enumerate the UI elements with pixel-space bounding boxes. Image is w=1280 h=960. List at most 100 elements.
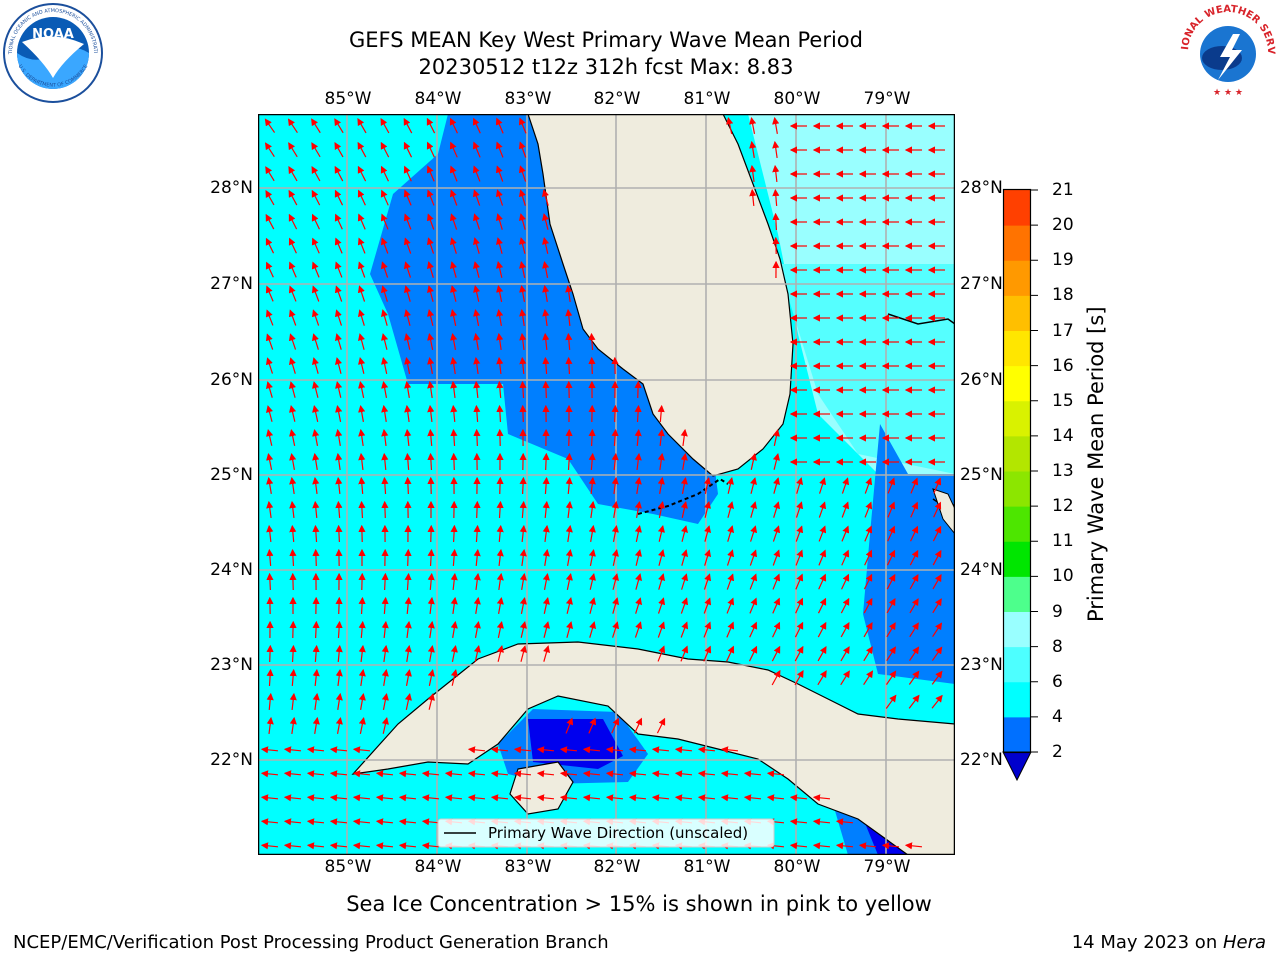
wave-arrow xyxy=(565,452,573,471)
wave-arrow xyxy=(634,549,642,566)
wave-arrow xyxy=(266,500,274,519)
wave-arrow xyxy=(289,405,297,422)
wave-arrow xyxy=(404,356,412,374)
wave-arrow xyxy=(536,746,555,754)
wave-arrow xyxy=(885,670,897,685)
wave-arrow xyxy=(518,213,526,230)
wave-arrow xyxy=(289,692,297,711)
wave-arrow xyxy=(909,549,919,566)
wave-arrow xyxy=(335,668,343,687)
wave-arrow xyxy=(381,596,389,615)
wave-arrow xyxy=(473,524,481,543)
wave-arrow xyxy=(444,794,463,802)
wave-arrow xyxy=(908,670,920,685)
wave-arrow xyxy=(329,842,348,850)
wave-arrow xyxy=(519,548,527,567)
wave-arrow xyxy=(657,597,666,614)
wave-arrow xyxy=(881,842,900,850)
wave-arrow xyxy=(357,141,367,158)
lon-label-bottom: 85°W xyxy=(324,857,372,877)
wave-arrow xyxy=(357,118,367,134)
wave-arrow xyxy=(421,794,440,802)
wave-arrow xyxy=(289,452,297,470)
wave-arrow xyxy=(909,646,920,661)
wave-arrow xyxy=(311,142,321,158)
andros-island xyxy=(932,488,955,535)
wave-arrow xyxy=(260,818,279,826)
wave-arrow xyxy=(427,404,435,423)
wave-arrow xyxy=(289,548,297,567)
wave-arrow xyxy=(266,716,274,735)
wave-arrow xyxy=(427,452,435,471)
wave-arrow xyxy=(496,548,504,567)
colorbar-segment xyxy=(1004,400,1030,437)
colorbar-tick-label: 9 xyxy=(1052,601,1063,622)
wave-arrow xyxy=(450,596,458,615)
wave-arrow xyxy=(565,308,573,327)
wave-arrow xyxy=(749,453,757,470)
wave-arrow xyxy=(427,572,435,591)
wave-arrow xyxy=(358,404,366,422)
wave-arrow xyxy=(634,404,642,423)
wave-arrow xyxy=(444,770,463,778)
wave-arrow xyxy=(541,189,549,206)
wave-arrow xyxy=(818,501,827,518)
wave-arrow xyxy=(352,818,371,826)
wave-arrow xyxy=(789,842,808,850)
wave-arrow xyxy=(496,308,504,326)
wave-arrow xyxy=(518,189,526,206)
wave-arrow xyxy=(311,309,320,326)
lon-label-bottom: 79°W xyxy=(863,857,911,877)
wave-arrow xyxy=(312,668,320,687)
wave-arrow xyxy=(910,477,919,494)
noaa-logo-text: NOAA xyxy=(32,27,74,42)
wave-arrow xyxy=(651,770,670,778)
lat-label-left: 22°N xyxy=(210,750,253,770)
wave-arrow xyxy=(381,452,389,471)
wave-arrow xyxy=(380,285,388,302)
wave-arrow xyxy=(289,381,296,398)
wave-arrow xyxy=(329,746,348,754)
wave-arrow xyxy=(334,141,344,158)
colorbar-tick-label: 20 xyxy=(1052,215,1074,236)
wave-arrow xyxy=(519,524,527,543)
lon-label-bottom: 81°W xyxy=(683,857,731,877)
wave-arrow xyxy=(352,770,371,778)
colorbar-tick-label: 12 xyxy=(1052,496,1074,517)
wave-arrow xyxy=(335,404,343,422)
wave-arrow xyxy=(863,622,873,638)
wave-arrow xyxy=(472,237,480,254)
wave-arrow xyxy=(450,285,458,302)
wave-arrow xyxy=(565,428,573,447)
wave-arrow xyxy=(288,237,297,254)
wave-arrow xyxy=(260,842,279,850)
wave-arrow xyxy=(542,452,550,471)
wave-arrow xyxy=(863,646,873,662)
wave-arrow xyxy=(932,549,942,566)
wave-arrow xyxy=(910,501,919,518)
wave-arrow xyxy=(748,645,758,662)
wave-arrow xyxy=(772,116,780,134)
colorbar-label: Primary Wave Mean Period [s] xyxy=(1084,306,1108,622)
wave-arrow xyxy=(818,573,827,590)
wave-arrow xyxy=(334,309,343,326)
wave-arrow xyxy=(864,501,873,518)
lat-label-left: 25°N xyxy=(210,465,253,485)
wave-arrow xyxy=(427,356,435,374)
wave-arrow xyxy=(335,644,343,663)
wave-arrow xyxy=(380,237,389,254)
wave-arrow xyxy=(329,818,348,826)
wave-arrow xyxy=(812,818,831,826)
wave-arrow xyxy=(311,333,319,350)
colorbar-tick-label: 2 xyxy=(1052,742,1063,762)
wave-arrow xyxy=(611,404,619,423)
wave-arrow xyxy=(519,500,527,519)
wave-arrow xyxy=(841,477,850,494)
florida-land xyxy=(527,114,794,477)
wave-arrow xyxy=(818,549,827,566)
wave-arrow xyxy=(381,333,389,350)
wave-arrow xyxy=(886,622,896,638)
wave-arrow xyxy=(772,573,781,590)
wave-arrow xyxy=(931,670,943,685)
wave-arrow xyxy=(495,165,504,182)
